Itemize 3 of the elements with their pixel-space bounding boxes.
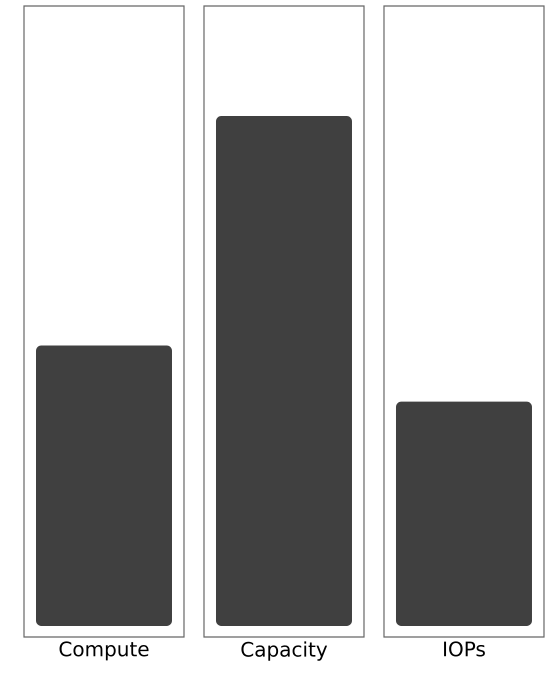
x-tick-label: Capacity <box>241 641 328 661</box>
x-tick-label: Compute <box>60 641 149 660</box>
x-tick-label: IOPs <box>444 641 485 657</box>
